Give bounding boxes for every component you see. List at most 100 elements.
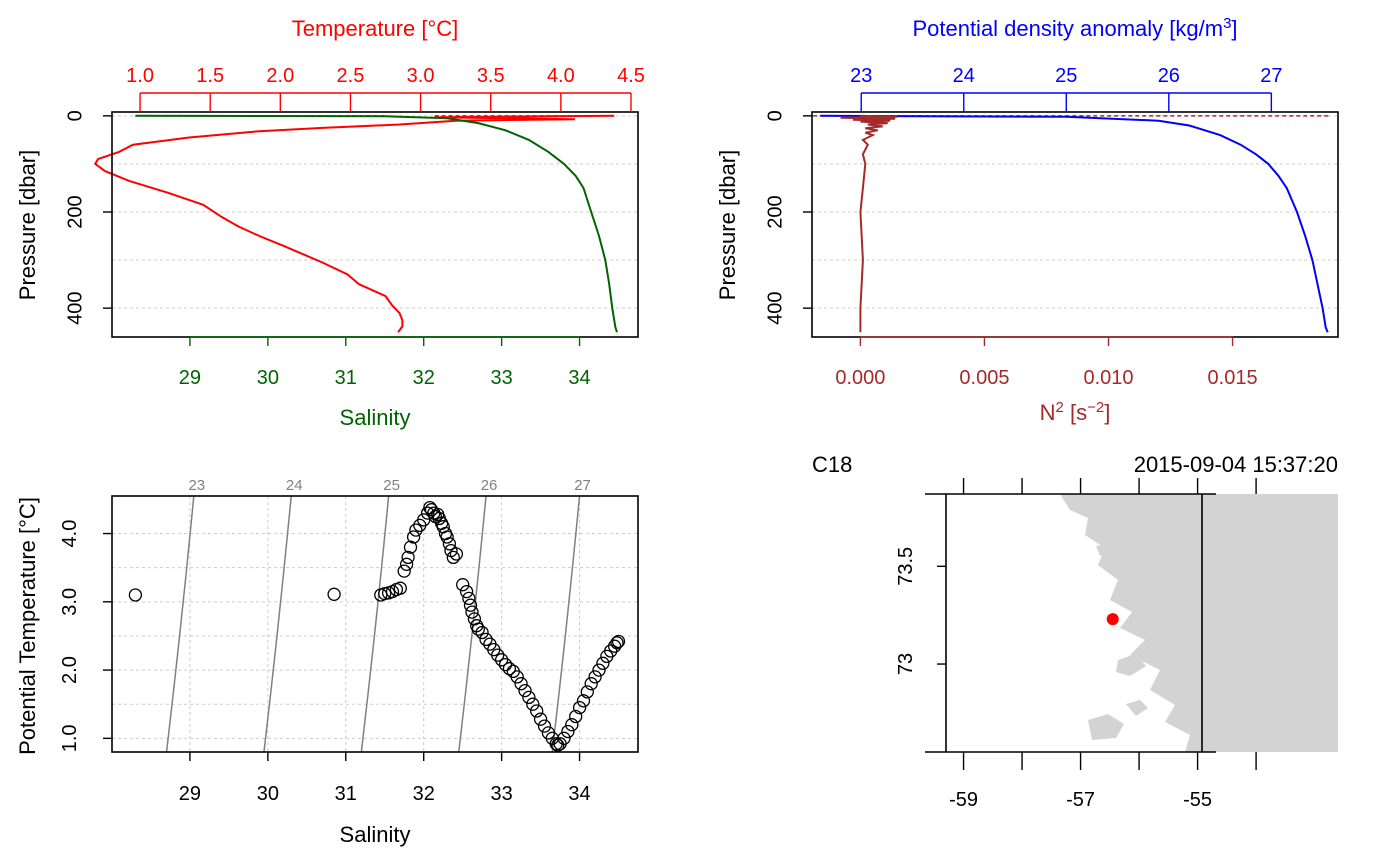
potential-temperature-axis-title: Potential Temperature [°C] — [15, 497, 40, 755]
potential-temperature-axis: 1.0 2.0 3.0 4.0 — [59, 520, 112, 752]
isopycnal-line — [165, 495, 195, 753]
data-point — [401, 550, 415, 565]
top-tick-label: 26 — [1158, 65, 1180, 87]
data-point — [463, 598, 478, 612]
y-tick-label: 400 — [64, 291, 86, 324]
island — [1116, 654, 1146, 676]
series-line — [93, 114, 615, 333]
data-point — [494, 653, 509, 667]
longitude-label: -57 — [1066, 789, 1095, 811]
data-point — [462, 591, 476, 606]
isopycnals: 23 24 25 26 27 — [165, 477, 591, 753]
isopycnal-label: 25 — [383, 477, 400, 494]
data-point — [596, 656, 610, 670]
isopycnal-label: 23 — [188, 477, 205, 494]
ts-diagram-panel: 23 24 25 26 27 29 30 31 32 33 34 1.0 2.0 3.0 4.0 Sal… — [15, 477, 639, 847]
y-tick-label: 0 — [764, 110, 786, 121]
bottom-tick-label: 34 — [568, 367, 590, 389]
data-point — [604, 644, 618, 658]
top-tick-label: 27 — [1260, 65, 1282, 87]
bottom-tick-label: 31 — [335, 367, 357, 389]
y-tick-label: 0 — [64, 110, 86, 121]
bottom-tick-label: 33 — [491, 367, 513, 389]
series-line — [135, 114, 618, 333]
island — [1088, 714, 1124, 740]
data-point — [610, 636, 624, 650]
y-tick-label: 2.0 — [59, 656, 81, 684]
data-point — [561, 724, 575, 739]
isopycnal-line — [551, 495, 581, 753]
bottom-tick-label: 0.010 — [1083, 367, 1133, 389]
bottom-tick-label: 0.015 — [1208, 367, 1258, 389]
data-point — [572, 700, 587, 715]
data-point — [399, 557, 414, 571]
top-tick-label: 4.0 — [547, 65, 575, 87]
data-point — [479, 632, 493, 647]
top-tick-label: 3.0 — [407, 65, 435, 87]
series-line — [840, 114, 898, 333]
data-point — [446, 550, 460, 565]
x-tick-label: 33 — [491, 783, 513, 805]
data-point — [327, 587, 341, 601]
y-tick-label: 3.0 — [59, 588, 81, 616]
data-point — [565, 718, 579, 732]
data-point — [406, 530, 421, 544]
island — [1150, 598, 1166, 610]
data-point — [502, 662, 517, 676]
data-point — [533, 712, 548, 726]
profile-lines — [813, 114, 1330, 333]
data-point — [128, 588, 143, 602]
bottom-tick-label: 0.000 — [835, 367, 885, 389]
x-tick-label: 29 — [179, 783, 201, 805]
top-tick-label: 24 — [953, 65, 975, 87]
data-point — [576, 694, 591, 708]
latitude-label: 73 — [895, 653, 917, 675]
x-tick-label: 32 — [413, 783, 435, 805]
data-point — [530, 704, 544, 718]
profile-lines — [93, 114, 618, 333]
data-point — [491, 648, 505, 662]
salinity-axis: 29 30 31 32 33 34 — [179, 752, 591, 805]
data-point — [498, 657, 513, 672]
data-point — [526, 697, 540, 711]
salinity-axis-title: Salinity — [340, 405, 411, 430]
salinity-axis-title: Salinity — [340, 822, 411, 847]
top-tick-label: 3.5 — [477, 65, 505, 87]
data-point — [592, 663, 606, 677]
data-point — [465, 605, 479, 619]
data-point — [580, 685, 594, 699]
isopycnal-line — [263, 495, 292, 753]
bottom-tick-label: 29 — [179, 367, 201, 389]
density-axis-title: Potential density anomaly [kg/m3] — [912, 15, 1237, 41]
isopycnal-label: 24 — [286, 477, 303, 494]
y-tick-label: 1.0 — [59, 724, 81, 752]
island — [1096, 544, 1110, 556]
data-point — [611, 634, 626, 649]
y-tick-label: 4.0 — [59, 520, 81, 548]
y-tick-label: 400 — [764, 291, 786, 324]
data-point — [449, 547, 464, 561]
pressure-axis-title: Pressure [dbar] — [715, 150, 740, 300]
latitude-label: 73.5 — [895, 547, 917, 586]
data-point — [397, 564, 411, 578]
data-point — [588, 670, 602, 684]
station-map-panel: -59 -57 -55 73.5 73 C18 2015-09-04 15:37:20 — [812, 452, 1338, 811]
top-tick-label: 23 — [850, 65, 872, 87]
salinity-axis: 29 30 31 32 33 34 — [179, 336, 591, 389]
y-tick-label: 200 — [64, 195, 86, 228]
isopycnal-label: 26 — [481, 477, 498, 494]
data-point — [510, 670, 524, 684]
station-marker — [1106, 613, 1119, 626]
station-label: C18 — [812, 452, 852, 477]
data-point — [569, 709, 583, 724]
data-point — [409, 523, 423, 537]
map-axes: -59 -57 -55 73.5 73 — [895, 478, 1257, 811]
pressure-axis: 0 200 400 — [64, 110, 112, 325]
land — [1060, 494, 1338, 752]
x-tick-label: 30 — [257, 783, 279, 805]
x-tick-label: 34 — [568, 783, 590, 805]
data-point — [403, 540, 418, 554]
temperature-axis-title: Temperature [°C] — [292, 16, 459, 41]
